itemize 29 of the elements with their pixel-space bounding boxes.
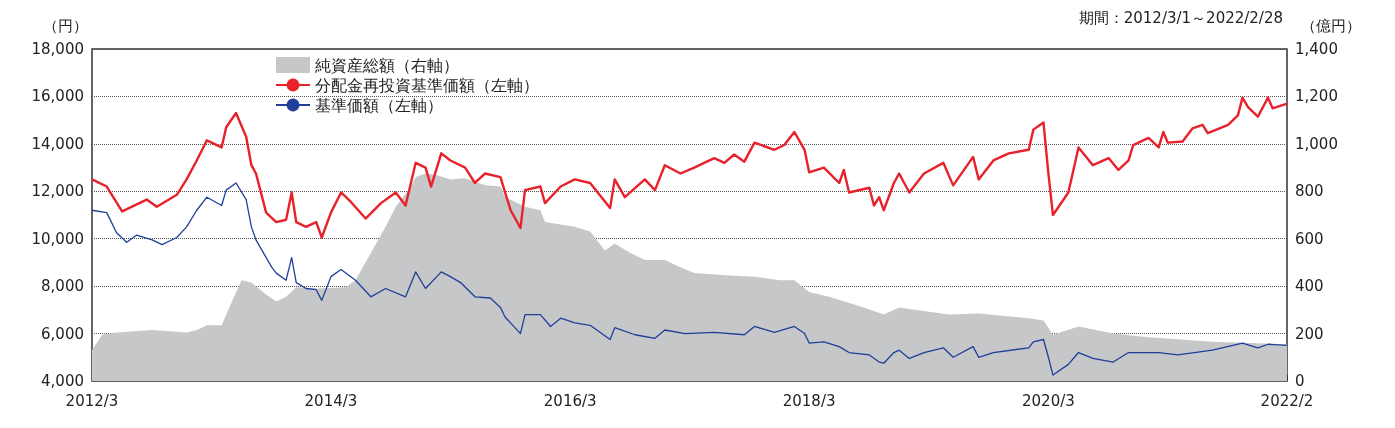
y2-tick-label: 400 xyxy=(1295,277,1324,296)
legend-label: 基準価額（左軸） xyxy=(315,95,443,115)
y2-tick-label: 800 xyxy=(1295,182,1324,201)
x-tick-label: 2018/3 xyxy=(782,391,836,410)
y2-tick-label: 1,000 xyxy=(1295,134,1338,153)
y-tick-label: 4,000 xyxy=(41,372,84,390)
line-series xyxy=(90,96,1289,239)
x-tick-label: 2014/3 xyxy=(304,391,358,410)
x-tick-label: 2016/3 xyxy=(543,391,597,410)
y2-axis-title: （億円） xyxy=(1301,16,1361,35)
y2-tick-label: 1,400 xyxy=(1295,40,1338,58)
text: 期間：2012/3/1～2022/2/28 xyxy=(1078,8,1283,27)
y-tick-label: 12,000 xyxy=(31,182,84,201)
y2-tick-label: 1,200 xyxy=(1295,87,1338,106)
y2-tick-label: 600 xyxy=(1295,229,1324,248)
y-tick-label: 6,000 xyxy=(41,324,84,343)
y-tick-label: 10,000 xyxy=(31,229,84,248)
y-axis-title: （円） xyxy=(43,16,88,35)
x-tick-label: 2020/3 xyxy=(1022,391,1075,410)
x-tick-label: 2022/2 xyxy=(1260,391,1314,410)
legend-label: 分配金再投資基準価額（左軸） xyxy=(315,75,539,95)
y-tick-label: 14,000 xyxy=(31,134,84,153)
legend-label: 純資産総額（右軸） xyxy=(315,55,459,75)
x-tick-label: 2012/3 xyxy=(65,391,119,410)
y-tick-label: 18,000 xyxy=(31,40,84,58)
y2-tick-label: 0 xyxy=(1295,372,1305,390)
y2-tick-label: 200 xyxy=(1295,324,1324,343)
y-tick-label: 16,000 xyxy=(31,87,84,106)
y-tick-label: 8,000 xyxy=(41,277,84,296)
